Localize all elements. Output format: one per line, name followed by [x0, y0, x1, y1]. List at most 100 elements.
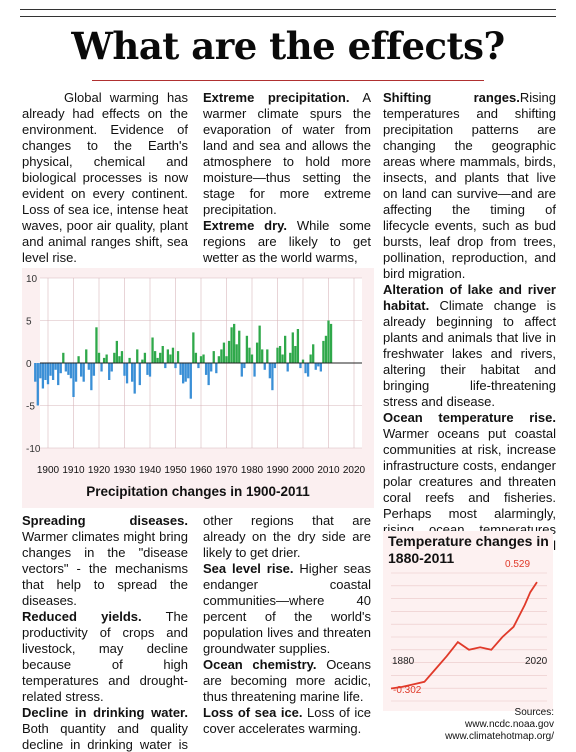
extreme-dry-heading: Extreme dry.: [203, 218, 288, 233]
bar: [128, 357, 131, 363]
bar: [238, 330, 241, 363]
bar: [59, 363, 62, 374]
bar: [233, 323, 236, 363]
shifting-ranges-heading: Shifting ranges.: [383, 90, 520, 105]
shifting-ranges-paragraph: Shifting ranges.Rising temperatures and …: [383, 90, 556, 282]
bar: [36, 363, 39, 406]
bar: [159, 352, 162, 363]
bar: [166, 349, 169, 363]
bar: [138, 363, 141, 386]
bar: [62, 352, 65, 363]
bar: [143, 352, 147, 363]
bar: [317, 363, 320, 367]
y-tick-label: 10: [26, 274, 38, 285]
bar: [329, 323, 333, 363]
bar: [261, 349, 264, 363]
x-tick-label: 1920: [88, 465, 111, 476]
x-tick-label: 1990: [266, 465, 289, 476]
bar: [258, 325, 261, 363]
extreme-precipitation-paragraph: Extreme precipitation. A warmer climate …: [203, 90, 371, 218]
bar: [322, 340, 325, 363]
bar: [118, 356, 121, 363]
bar: [161, 346, 164, 363]
extreme-dry-continued: other regions that are already on the dr…: [203, 513, 371, 560]
bar: [284, 335, 287, 363]
bar: [164, 363, 167, 369]
precipitation-chart-title: Precipitation changes in 1900-2011: [86, 484, 310, 499]
bar: [113, 352, 116, 363]
bar: [217, 356, 220, 363]
bar: [49, 363, 52, 376]
sea-ice-heading: Loss of sea ice.: [203, 705, 303, 720]
bar: [171, 347, 175, 363]
max-annotation: 0.529: [505, 559, 530, 570]
page-title: What are the effects?: [71, 24, 505, 68]
bar: [250, 354, 254, 363]
x-label-end: 2020: [525, 656, 548, 667]
temperature-grid: [391, 572, 547, 702]
bar: [97, 352, 101, 363]
bar: [255, 342, 259, 363]
ocean-chemistry-paragraph: Ocean chemistry. Oceans are becoming mor…: [203, 657, 371, 705]
bar: [235, 344, 238, 363]
bar: [266, 349, 269, 363]
ocean-chemistry-text: Oceans are becoming more acidic, thus th…: [203, 657, 371, 704]
bar: [67, 363, 70, 375]
bar: [197, 363, 200, 369]
drinking-water-paragraph: Decline in drinking water. Both quantity…: [22, 705, 188, 752]
precipitation-chart: 10 5 0 -5 -10 1900 1910 1920 1930 1940 1950 1960 197…: [22, 268, 374, 508]
bar: [243, 363, 246, 369]
bar: [102, 357, 106, 363]
bar: [77, 356, 80, 363]
bar: [309, 354, 312, 363]
bar: [271, 363, 274, 391]
bar: [92, 363, 96, 376]
bar: [304, 363, 307, 374]
bar: [174, 363, 177, 369]
x-label-start: 1880: [392, 656, 415, 667]
bar: [44, 363, 47, 380]
sea-ice-paragraph: Loss of sea ice. Loss of ice cover accel…: [203, 705, 371, 737]
bar: [240, 363, 243, 377]
bar: [87, 363, 90, 370]
extreme-dry-paragraph: Extreme dry. While some regions are like…: [203, 218, 371, 266]
bar: [64, 363, 67, 372]
sources-label: Sources:: [514, 707, 554, 718]
bar: [204, 363, 208, 375]
bar: [312, 344, 315, 363]
bar: [108, 363, 111, 380]
bar: [151, 337, 154, 363]
sea-level-heading: Sea level rise.: [203, 561, 294, 576]
top-rule-1: [20, 9, 556, 10]
temperature-chart-title: Temperature changes in 1880-2011: [388, 533, 549, 566]
bar: [148, 363, 152, 377]
x-tick-label: 1940: [139, 465, 162, 476]
drinking-water-heading: Decline in drinking water.: [22, 705, 188, 720]
bar: [220, 349, 223, 363]
bar: [327, 320, 330, 363]
y-tick-label: 5: [26, 317, 32, 328]
x-tick-label: 1970: [215, 465, 238, 476]
bar: [176, 351, 180, 363]
bar: [225, 356, 228, 363]
bar: [131, 363, 134, 382]
bar: [156, 357, 159, 363]
bar: [72, 363, 75, 397]
bar: [46, 363, 50, 385]
x-tick-label: 1910: [62, 465, 85, 476]
bar: [273, 363, 277, 369]
alteration-heading: Alteration of lake and river habitat.: [383, 282, 556, 313]
bar: [286, 363, 289, 372]
bar: [51, 363, 55, 380]
bar: [253, 363, 256, 377]
bar: [80, 363, 83, 377]
bar: [306, 363, 310, 377]
top-rule-2: [20, 16, 556, 17]
bar: [90, 363, 93, 391]
x-tick-label: 1930: [113, 465, 136, 476]
bar: [74, 363, 78, 382]
sources: Sources: www.ncdc.noaa.gov www.climateho…: [445, 707, 554, 743]
bar: [54, 363, 57, 370]
bar: [41, 363, 45, 389]
bar: [227, 340, 231, 363]
